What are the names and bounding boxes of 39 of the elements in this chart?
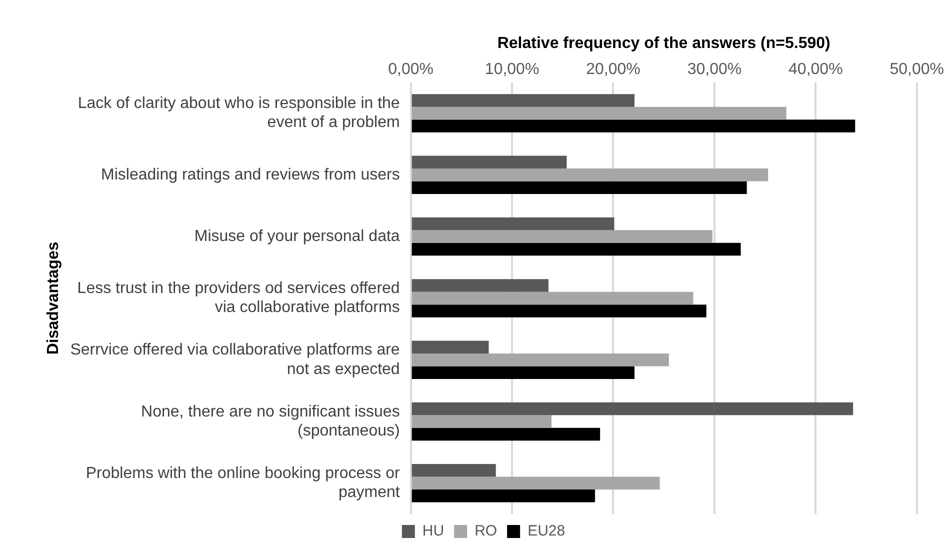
bar	[412, 464, 496, 477]
bar	[412, 242, 741, 256]
bar	[412, 279, 548, 292]
bar	[412, 476, 660, 490]
legend-label: EU28	[528, 522, 566, 540]
bar	[412, 353, 669, 366]
x-axis-title: Relative frequency of the answers (n=5.590)	[497, 35, 830, 52]
y-tick-label: Lack of clarity about who is responsible in the event of a problem	[78, 95, 400, 132]
legend-label: RO	[474, 522, 498, 540]
bar	[412, 428, 600, 441]
bar	[412, 94, 634, 107]
x-tick-label: 0,00%	[388, 61, 434, 78]
bar	[412, 181, 747, 194]
bar	[412, 168, 768, 182]
bar	[412, 304, 706, 318]
bar	[412, 415, 552, 428]
bar	[412, 402, 854, 416]
bar	[412, 292, 694, 305]
y-tick-label: Misleading ratings and reviews from users	[101, 166, 400, 184]
bar	[412, 120, 856, 132]
y-tick-label: Problems with the online booking process or payment	[86, 464, 400, 502]
bar	[412, 106, 786, 120]
x-tick-label: 50,00%	[890, 61, 944, 78]
bar	[412, 230, 712, 243]
y-tick-label: None, there are no significant issues (spontaneous)	[141, 403, 400, 440]
bar	[412, 366, 634, 379]
y-tick-label: Less trust in the providers od services offered via collaborative platforms	[77, 280, 400, 316]
x-tick-label: 40,00%	[788, 61, 843, 78]
x-tick-label: 30,00%	[687, 61, 742, 78]
bar	[412, 340, 489, 354]
y-axis-title: Disadvantages	[45, 242, 62, 355]
x-tick-label: 10,00%	[484, 61, 540, 78]
bar	[412, 217, 614, 230]
legend-label: HU	[422, 522, 444, 540]
bar	[412, 156, 567, 169]
y-tick-label: Serrvice offered via collaborative platforms are not as expected	[70, 342, 400, 378]
bar	[412, 490, 596, 502]
y-tick-label: Misuse of your personal data	[194, 228, 400, 245]
x-tick-label: 20,00%	[586, 61, 640, 78]
